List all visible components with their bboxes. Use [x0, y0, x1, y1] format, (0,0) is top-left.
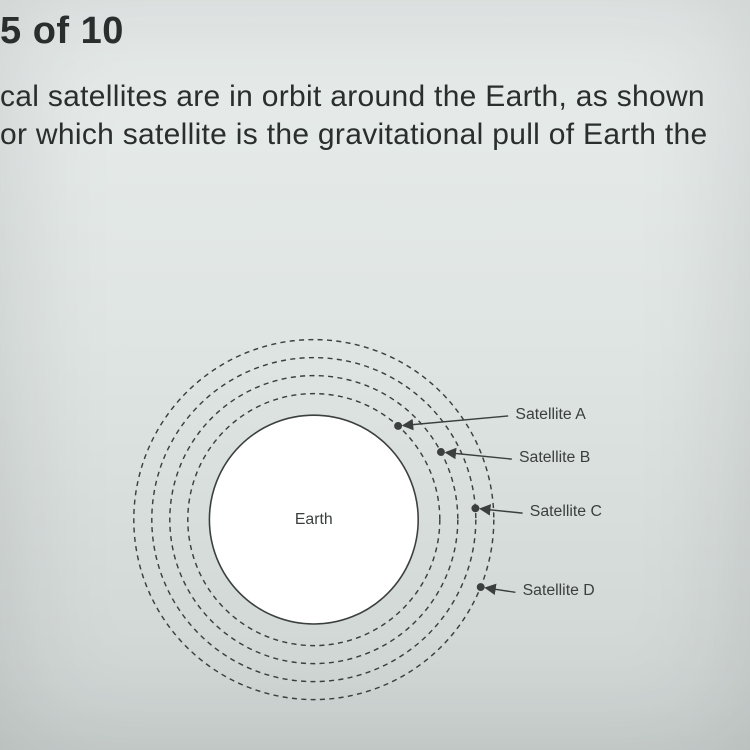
question-progress: 5 of 10 [0, 10, 124, 53]
question-line2: or which satellite is the gravitational … [0, 118, 707, 151]
satellite-label-d: Satellite D [523, 582, 595, 599]
satellite-label-a: Satellite A [515, 406, 586, 423]
satellite-dot-d [477, 583, 484, 590]
leader-line-b [446, 453, 512, 460]
leader-line-c [480, 509, 522, 513]
leader-line-d [486, 588, 516, 593]
satellite-label-c: Satellite C [530, 503, 602, 520]
diagram-svg: Earth Satellite A Satellite B Satellite C Sa… [0, 210, 750, 750]
question-line1: cal satellites are in orbit around the E… [0, 80, 705, 113]
satellite-dot-a [395, 422, 402, 429]
satellite-label-b: Satellite B [519, 449, 590, 466]
question-body: cal satellites are in orbit around the E… [0, 78, 750, 153]
satellite-dot-c [472, 505, 479, 512]
earth-label: Earth [295, 511, 333, 528]
orbit-diagram: Earth Satellite A Satellite B Satellite C Sa… [0, 210, 750, 730]
satellite-dot-b [437, 448, 444, 455]
